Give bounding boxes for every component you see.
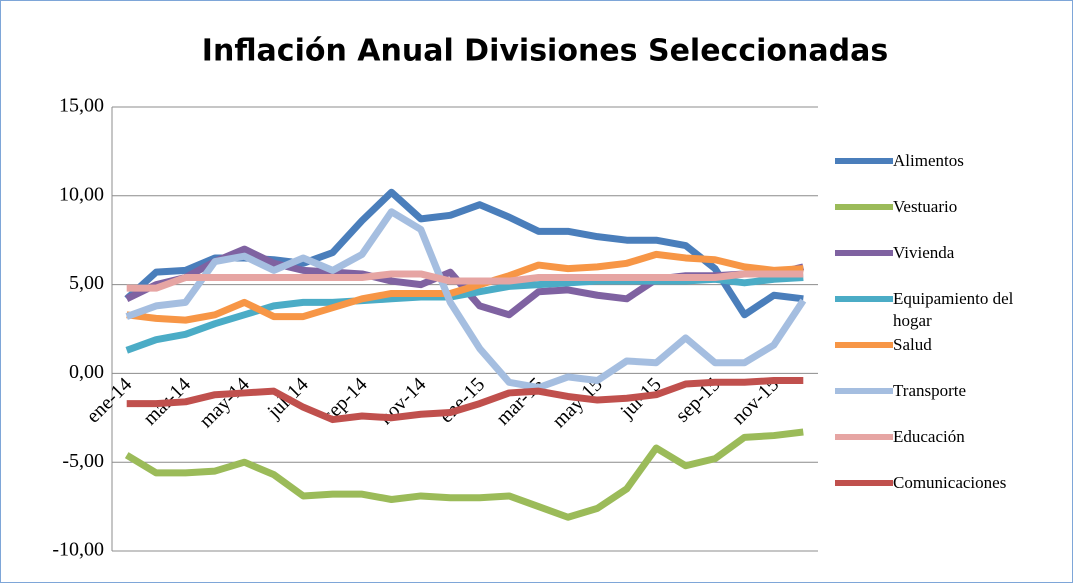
y-tick-label: 0,00 [69, 361, 104, 383]
legend-swatch [835, 434, 893, 440]
y-tick-label: 10,00 [59, 183, 104, 205]
legend-item: Vestuario [835, 196, 1065, 242]
y-tick-label: 15,00 [59, 95, 104, 117]
legend-label: Transporte [893, 381, 967, 400]
legend-label: Vestuario [893, 197, 958, 216]
legend: Alimentos Vestuario Vivienda Equipamiento d… [835, 150, 1065, 518]
x-tick-label: may-14 [195, 373, 254, 432]
legend-label: Comunicaciones [893, 473, 1007, 492]
series-line [126, 270, 804, 292]
legend-item: Transporte [835, 380, 1065, 426]
y-tick-label: -5,00 [62, 450, 104, 472]
y-tick-label: 5,00 [69, 272, 104, 294]
legend-swatch [835, 296, 893, 302]
legend-item: Equipamiento del hogar [835, 288, 1065, 334]
series-line [126, 250, 804, 324]
legend-label: Alimentos [893, 151, 964, 170]
series-line [124, 428, 804, 521]
legend-label: Salud [893, 335, 932, 354]
chart-title: Inflación Anual Divisiones Seleccionadas [202, 34, 888, 69]
series-line [125, 208, 807, 392]
legend-label: Educación [893, 427, 965, 446]
legend-swatch [835, 158, 893, 164]
legend-swatch [835, 250, 893, 256]
legend-item: Vivienda [835, 242, 1065, 288]
legend-item: Salud [835, 334, 1065, 380]
legend-item: Alimentos [835, 150, 1065, 196]
legend-item: Educación [835, 426, 1065, 472]
legend-swatch [835, 342, 893, 348]
legend-swatch [835, 388, 893, 394]
y-tick-label: -10,00 [52, 539, 104, 561]
legend-item: Comunicaciones [835, 472, 1065, 518]
legend-label: Vivienda [893, 243, 955, 262]
legend-label: Equipamiento del hogar [893, 289, 1014, 330]
legend-swatch [835, 204, 893, 210]
legend-swatch [835, 480, 893, 486]
series-line [126, 377, 804, 424]
